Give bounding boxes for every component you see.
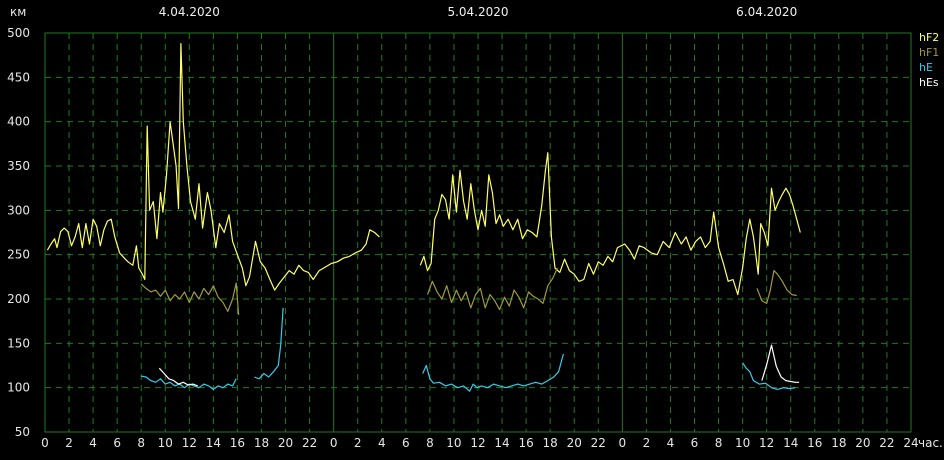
legend-entry-hE: hE — [919, 61, 933, 74]
series-line-hF1 — [756, 270, 797, 304]
series-line-hEs — [158, 367, 199, 387]
series-line-hF1 — [140, 282, 240, 316]
x-tick-label: 0 — [330, 436, 338, 450]
x-tick-label: 12 — [759, 436, 774, 450]
x-tick-label: 22 — [591, 436, 606, 450]
series-line-hE — [254, 307, 284, 380]
plot-frame — [44, 32, 912, 433]
y-tick-label: 400 — [7, 115, 30, 129]
series-line-hE — [742, 362, 796, 390]
x-tick-label: 6 — [402, 436, 410, 450]
x-tick-label: 12 — [182, 436, 197, 450]
series-line-hE — [141, 375, 237, 390]
x-tick-label: 0 — [41, 436, 49, 450]
x-tick-label: 2 — [354, 436, 362, 450]
y-axis-unit: км — [10, 5, 26, 19]
x-tick-label: 6 — [113, 436, 121, 450]
x-tick-label: 2 — [643, 436, 651, 450]
y-tick-label: 150 — [7, 336, 30, 350]
series-line-hEs — [761, 344, 800, 383]
x-tick-label: 18 — [254, 436, 269, 450]
legend-entry-hEs: hEs — [919, 76, 939, 89]
x-tick-label: 4 — [667, 436, 675, 450]
x-tick-label: 14 — [494, 436, 509, 450]
day-separators — [333, 33, 623, 432]
series-line-hF1 — [426, 267, 558, 311]
x-tick-label: 10 — [158, 436, 173, 450]
x-axis-unit: час. — [918, 436, 943, 450]
x-tick-label: 4 — [89, 436, 97, 450]
x-tick-label: 8 — [715, 436, 723, 450]
x-tick-label: 12 — [470, 436, 485, 450]
y-tick-label: 250 — [7, 248, 30, 262]
series-group — [46, 42, 801, 392]
x-tick-label: 6 — [691, 436, 699, 450]
legend-entry-hF2: hF2 — [919, 31, 939, 44]
x-tick-label: 16 — [518, 436, 533, 450]
date-label: 4.04.2020 — [159, 5, 220, 19]
y-tick-label: 500 — [7, 26, 30, 40]
x-tick-label: 24 — [903, 436, 918, 450]
x-tick-label: 18 — [543, 436, 558, 450]
grid — [45, 33, 911, 432]
y-tick-label: 300 — [7, 203, 30, 217]
x-tick-label: 22 — [879, 436, 894, 450]
x-tick-labels: 0 2 4 6 8 10 12 14 16 18 20 22 0 2 4 6 8 10 12 14 16 18 20 22 0 2… — [41, 436, 918, 450]
x-tick-label: 14 — [206, 436, 221, 450]
x-tick-label: 16 — [230, 436, 245, 450]
series-line-hE — [422, 353, 564, 392]
x-tick-label: 16 — [807, 436, 822, 450]
y-tick-label: 200 — [7, 292, 30, 306]
x-tick-label: 18 — [831, 436, 846, 450]
date-label: 5.04.2020 — [447, 5, 508, 19]
legend: hF2 hF1 hE hEs — [919, 31, 939, 89]
x-tick-label: 8 — [137, 436, 145, 450]
y-tick-label: 100 — [7, 381, 30, 395]
x-tick-label: 14 — [783, 436, 798, 450]
series-line-hF2 — [46, 42, 380, 291]
series-line-hF2 — [419, 152, 801, 296]
y-tick-label: 350 — [7, 159, 30, 173]
x-tick-label: 4 — [378, 436, 386, 450]
y-tick-label: 450 — [7, 70, 30, 84]
date-label: 6.04.2020 — [736, 5, 797, 19]
date-labels: 4.04.2020 5.04.2020 6.04.2020 — [159, 5, 797, 19]
x-tick-label: 2 — [65, 436, 73, 450]
x-tick-label: 22 — [302, 436, 317, 450]
x-tick-label: 8 — [426, 436, 434, 450]
x-tick-label: 10 — [735, 436, 750, 450]
x-tick-label: 10 — [446, 436, 461, 450]
y-tick-labels: 50 100 150 200 250 300 350 400 450 500 — [7, 26, 30, 439]
x-tick-label: 20 — [855, 436, 870, 450]
legend-entry-hF1: hF1 — [919, 46, 939, 59]
x-tick-label: 20 — [278, 436, 293, 450]
x-tick-label: 20 — [567, 436, 582, 450]
y-tick-label: 50 — [15, 425, 30, 439]
x-tick-label: 0 — [619, 436, 627, 450]
